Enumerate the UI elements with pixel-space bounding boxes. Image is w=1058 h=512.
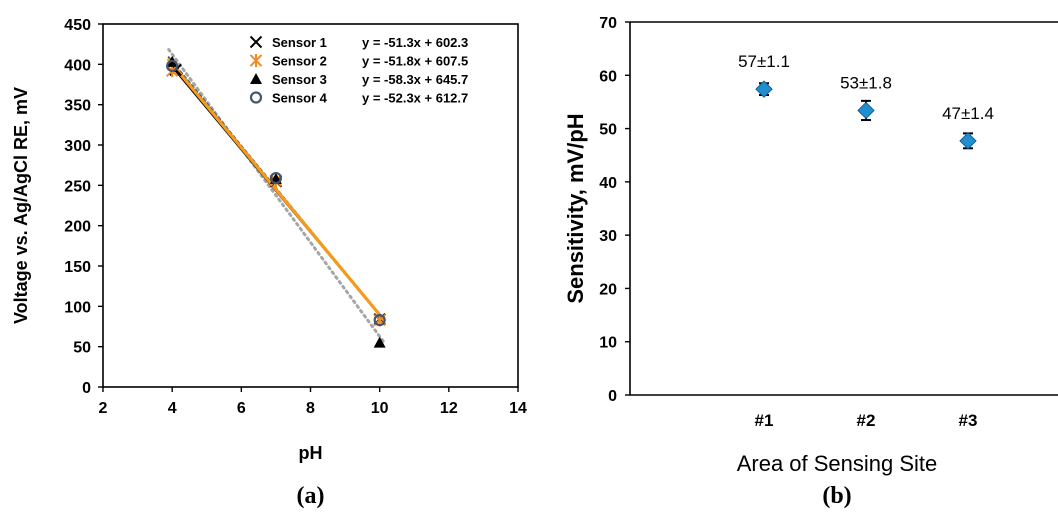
y-axis-label-b: Sensitivity, mV/pH <box>563 113 588 303</box>
x-tick-label-a: 8 <box>306 400 315 417</box>
y-tick-label-a: 200 <box>64 219 91 236</box>
point-sensor-3 <box>373 336 386 348</box>
y-tick-label-a: 150 <box>64 259 91 276</box>
point-sensor-4 <box>269 171 283 185</box>
y-tick-label-a: 250 <box>64 178 91 195</box>
fit-equation-sensor-4: y = -52.3x + 612.7 <box>362 91 468 106</box>
category-label-b: #2 <box>857 411 876 430</box>
chart-a-ph-response: 0 50 100 150 200 250 300 350 400 450 2 4 6 8 10 12 14 pH V… <box>11 17 527 509</box>
fit-equation-sensor-3: y = -58.3x + 645.7 <box>362 72 468 87</box>
point-site-2 <box>857 101 875 120</box>
data-points-b: 57±1.1 53±1.8 47±1.4 <box>738 52 994 150</box>
y-tick-label-b: 60 <box>599 68 617 85</box>
chart-b-sensitivity: 0 10 20 30 40 50 60 70 #1 #2 #3 Area of Sensing Sit… <box>563 15 1058 509</box>
y-tick-label-b: 30 <box>599 228 617 245</box>
y-tick-label-b: 50 <box>599 122 617 139</box>
data-label-site-3: 47±1.4 <box>942 104 994 123</box>
data-points-a <box>165 55 386 348</box>
y-tick-label-a: 0 <box>82 380 91 397</box>
legend-label-sensor-2: Sensor 2 <box>272 54 327 69</box>
category-label-b: #3 <box>959 411 978 430</box>
legend-marker-sensor-1 <box>249 35 263 49</box>
y-tick-label-a: 50 <box>73 340 91 357</box>
point-site-3 <box>959 132 977 150</box>
axes-b: 0 10 20 30 40 50 60 70 #1 #2 #3 Area of Sensing Sit… <box>563 15 1058 476</box>
legend-label-sensor-1: Sensor 1 <box>272 35 327 50</box>
x-tick-label-a: 6 <box>237 400 246 417</box>
x-tick-label-a: 12 <box>440 400 458 417</box>
trendline-sensor-2 <box>167 58 385 321</box>
y-tick-label-b: 10 <box>599 335 617 352</box>
legend-label-sensor-3: Sensor 3 <box>272 72 327 87</box>
point-sensor-4 <box>166 59 179 73</box>
data-label-site-2: 53±1.8 <box>840 73 892 92</box>
panel-label-a: (a) <box>297 483 325 509</box>
legend-a: Sensor 1 y = -51.3x + 602.3 Sensor 2 y = -5… <box>249 35 468 106</box>
point-sensor-4 <box>373 313 386 327</box>
legend-marker-sensor-4 <box>249 91 263 104</box>
point-site-1 <box>755 80 773 98</box>
panel-label-b: (b) <box>822 483 851 509</box>
legend-marker-sensor-2 <box>249 54 263 67</box>
y-tick-label-b: 20 <box>599 281 617 298</box>
y-tick-label-a: 100 <box>64 299 91 316</box>
x-tick-label-a: 4 <box>168 400 177 417</box>
legend-marker-sensor-3 <box>250 73 262 84</box>
x-axis-label-b: Area of Sensing Site <box>737 451 938 476</box>
y-tick-label-b: 0 <box>608 388 617 405</box>
trendlines-a <box>167 48 385 343</box>
y-tick-label-a: 350 <box>64 98 91 115</box>
fit-equation-sensor-1: y = -51.3x + 602.3 <box>362 35 468 50</box>
x-tick-label-a: 14 <box>509 400 527 417</box>
category-label-b: #1 <box>755 411 774 430</box>
fit-equation-sensor-2: y = -51.8x + 607.5 <box>362 54 468 69</box>
data-label-site-1: 57±1.1 <box>738 52 790 71</box>
x-axis-label-a: pH <box>299 443 323 463</box>
axes-a: 0 50 100 150 200 250 300 350 400 450 2 4 6 8 10 12 14 pH V… <box>11 17 527 463</box>
trendline-sensor-3 <box>167 48 385 343</box>
y-tick-label-a: 300 <box>64 138 91 155</box>
y-axis-label-a: Voltage vs. Ag/AgCl RE, mV <box>11 87 31 324</box>
x-tick-label-a: 10 <box>371 400 389 417</box>
y-tick-label-b: 40 <box>599 175 617 192</box>
y-tick-label-b: 70 <box>599 15 617 32</box>
y-tick-label-a: 400 <box>64 57 91 74</box>
legend-label-sensor-4: Sensor 4 <box>272 91 328 106</box>
y-tick-label-a: 450 <box>64 17 91 34</box>
x-tick-label-a: 2 <box>99 400 108 417</box>
